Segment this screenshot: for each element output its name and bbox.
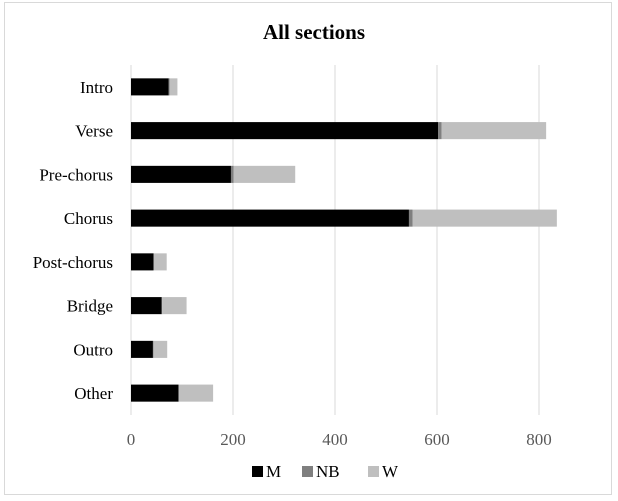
bar-m-chorus: [131, 209, 409, 227]
bar-w-outro: [153, 340, 168, 358]
bar-nb-intro: [168, 78, 170, 96]
bar-m-post-chorus: [131, 253, 154, 271]
category-label: Post-chorus: [33, 253, 113, 272]
x-tick-label: 600: [424, 430, 450, 449]
bar-m-other: [131, 384, 179, 402]
bar-nb-other: [178, 384, 179, 402]
legend-item-nb: NB: [302, 462, 340, 481]
bar-w-intro: [169, 78, 178, 96]
bar-nb-chorus: [408, 209, 413, 227]
category-label: Other: [74, 384, 113, 403]
legend-swatch: [368, 466, 379, 477]
legend-label: W: [382, 462, 399, 481]
category-label: Intro: [80, 78, 113, 97]
bar-w-verse: [441, 122, 547, 140]
bar-m-bridge: [131, 297, 162, 315]
bar-w-bridge: [162, 297, 187, 315]
category-label: Outro: [73, 340, 113, 359]
bar-m-pre-chorus: [131, 165, 231, 183]
legend: M NB W: [252, 462, 399, 481]
legend-item-w: W: [368, 462, 399, 481]
bar-w-chorus: [412, 209, 557, 227]
category-label: Pre-chorus: [39, 165, 113, 184]
bar-m-outro: [131, 340, 153, 358]
bar-w-pre-chorus: [233, 165, 296, 183]
category-label: Verse: [75, 122, 113, 141]
chart-title: All sections: [263, 20, 365, 44]
bar-nb-bridge: [161, 297, 163, 315]
category-label: Chorus: [64, 209, 113, 228]
bars: [131, 78, 557, 402]
bar-nb-pre-chorus: [230, 165, 234, 183]
legend-label: NB: [316, 462, 340, 481]
legend-swatch: [252, 466, 263, 477]
category-label: Bridge: [67, 297, 113, 316]
x-tick-label: 0: [127, 430, 136, 449]
bar-nb-post-chorus: [153, 253, 154, 271]
bar-nb-verse: [438, 122, 442, 140]
bar-m-intro: [131, 78, 169, 96]
bar-nb-outro: [152, 340, 154, 358]
bar-w-post-chorus: [153, 253, 167, 271]
bar-m-verse: [131, 122, 439, 140]
x-tick-label: 400: [322, 430, 348, 449]
legend-item-m: M: [252, 462, 281, 481]
legend-swatch: [302, 466, 313, 477]
bar-w-other: [178, 384, 214, 402]
category-labels: Intro Verse Pre-chorus Chorus Post-chorus Bri…: [33, 78, 114, 403]
legend-label: M: [266, 462, 281, 481]
chart-frame: [4, 2, 612, 495]
x-tick-label: 800: [526, 430, 552, 449]
x-tick-labels: 0 200 400 600 800: [127, 430, 552, 449]
gridlines: [130, 65, 540, 415]
x-tick-label: 200: [220, 430, 246, 449]
